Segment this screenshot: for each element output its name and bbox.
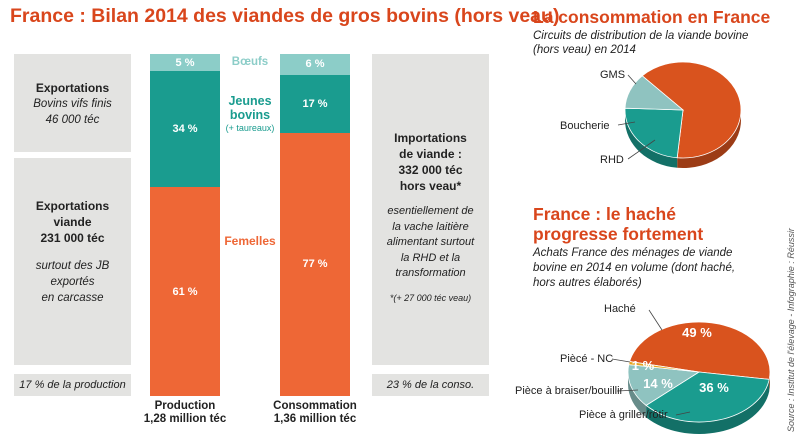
pie2-label-pi-ce-griller-r-tir: Pièce à griller/rôtir xyxy=(579,409,668,421)
import-title4: hors veau* xyxy=(399,179,462,193)
bar-production-boeufs-label: 5 % xyxy=(175,56,195,69)
export-live-type: Bovins vifs finis xyxy=(33,98,112,110)
bar-consommation-boeufs: 6 % xyxy=(280,54,350,75)
import-title2: de viande : xyxy=(399,147,462,161)
import-desc3: alimentant surtout xyxy=(386,236,475,248)
import-panel: Importations de viande : 332 000 téc hor… xyxy=(372,54,489,365)
hache-title: France : le haché progresse fortement xyxy=(533,204,703,244)
bar-production-jeunes-bovins: 34 % xyxy=(150,71,220,188)
bar-consommation-femelles-label: 77 % xyxy=(302,258,328,271)
pie1-leader-0 xyxy=(627,74,637,85)
pie-slice-pi-c-nc xyxy=(628,361,700,373)
pie2-label-pi-ce-braiser-bouillir: Pièce à braiser/bouillir xyxy=(515,385,624,397)
category-production: Production 1,28 million téc xyxy=(130,400,240,426)
export-meat-panel: Exportations viande 231 000 téc surtout … xyxy=(14,158,131,365)
legend-jeunes-bovins: Jeunes bovins (+ taureaux) xyxy=(216,94,284,134)
bar-consommation-jeunes-bovins-label: 17 % xyxy=(302,97,328,110)
legend-jeunes-line1: Jeunes xyxy=(228,94,272,108)
main-title: France : Bilan 2014 des viandes de gros … xyxy=(10,5,560,27)
pie-slice-boucherie xyxy=(624,75,685,111)
bar-production: 61 % 34 % 5 % xyxy=(150,54,220,396)
legend-femelles: Femelles xyxy=(224,234,276,248)
bar-production-femelles-label: 61 % xyxy=(172,285,198,298)
import-desc5: transformation xyxy=(395,267,466,279)
export-meat-desc1: surtout des JB xyxy=(35,260,110,272)
category-consommation-volume: 1,36 million téc xyxy=(273,413,357,425)
legend-jeunes-line3: (+ taureaux) xyxy=(225,123,275,133)
export-meat-desc2: exportés xyxy=(50,276,95,288)
pie2-leader-3 xyxy=(611,358,631,363)
pie-wall-1 xyxy=(625,110,678,168)
consumption-subtitle-line1: Circuits de distribution de la viande bo… xyxy=(533,30,749,42)
export-meat-title: Exportations xyxy=(35,199,110,213)
category-consommation: Consommation 1,36 million téc xyxy=(260,400,370,426)
import-desc1: esentiellement de xyxy=(387,205,474,217)
export-meat-volume: 231 000 téc xyxy=(40,231,105,245)
bar-production-femelles: 61 % xyxy=(150,187,220,396)
pie1-label-rhd: RHD xyxy=(600,154,624,166)
pie-slice-hach- xyxy=(629,321,771,380)
pie2-label-pi-c-nc: Piècé - NC xyxy=(560,353,613,365)
hache-subtitle-line1: Achats France des ménages de viande xyxy=(533,247,733,259)
legend-jeunes-line2: bovins xyxy=(229,108,271,122)
bar-consommation-femelles: 77 % xyxy=(280,132,350,396)
pie2-value-pi-c-nc: 1 % xyxy=(632,358,655,373)
pie2-value-pi-ce-griller-r-tir: 36 % xyxy=(699,380,729,395)
export-share-footer: 17 % de la production xyxy=(14,374,131,396)
hache-title-line2: progresse fortement xyxy=(533,224,704,244)
legend-boeufs: Bœufs xyxy=(231,56,269,68)
import-desc4: la RHD et la xyxy=(400,251,461,264)
pie-slice-rhd xyxy=(624,107,684,159)
pie2-leader-0 xyxy=(648,309,663,331)
import-volume: 332 000 téc xyxy=(398,163,463,177)
pie2-value-hach-: 49 % xyxy=(682,325,712,340)
bar-production-jeunes-bovins-label: 34 % xyxy=(172,123,198,136)
bar-consommation-boeufs-label: 6 % xyxy=(305,58,325,71)
export-live-panel: Exportations Bovins vifs finis 46 000 té… xyxy=(14,54,131,152)
bar-production-boeufs: 5 % xyxy=(150,54,220,72)
import-desc2: la vache laitière xyxy=(392,220,469,233)
pie1-label-boucherie: Boucherie xyxy=(560,120,610,132)
consumption-subtitle: Circuits de distribution de la viande bo… xyxy=(533,29,748,57)
pie-wall-0 xyxy=(677,110,741,168)
pie-slice-gms xyxy=(641,61,742,159)
category-production-volume: 1,28 million téc xyxy=(143,413,227,425)
hache-title-line1: France : le haché xyxy=(533,204,676,224)
pie-wall-1 xyxy=(646,379,770,434)
bar-consommation-jeunes-bovins: 17 % xyxy=(280,74,350,133)
import-share-footer: 23 % de la conso. xyxy=(372,374,489,396)
export-meat-desc3: en carcasse xyxy=(41,292,104,304)
hache-subtitle: Achats France des ménages de viande bovi… xyxy=(533,246,735,291)
pie-slice-pi-ce-griller-r-tir xyxy=(645,371,770,423)
hache-subtitle-line2: bovine en 2014 en volume (dont haché, xyxy=(533,262,736,274)
export-live-title: Exportations xyxy=(35,81,110,95)
category-production-name: Production xyxy=(154,400,216,412)
pie1-label-gms: GMS xyxy=(600,69,625,81)
pie2-leader-1 xyxy=(675,411,691,416)
import-title1: Importations xyxy=(394,131,467,145)
bar-consommation: 77 % 17 % 6 % xyxy=(280,54,350,396)
export-live-volume: 46 000 téc xyxy=(45,114,100,126)
consumption-title: La consommation en France xyxy=(533,7,771,27)
hache-pie-chart: Haché 49 % Pièce à griller/rôtir 36 % Pièce … xyxy=(515,303,771,434)
source-credit: Source : Institut de l'élevage - Infogra… xyxy=(786,228,796,432)
export-meat-title2: viande xyxy=(53,215,92,229)
import-footnote: *(+ 27 000 téc veau) xyxy=(389,292,472,303)
consumption-pie-chart: GMS RHD Boucherie xyxy=(560,61,742,168)
consumption-subtitle-line2: (hors veau) en 2014 xyxy=(533,44,636,56)
pie2-leader-2 xyxy=(616,389,639,392)
pie-wall-2 xyxy=(628,372,647,418)
pie1-leader-1 xyxy=(627,139,656,160)
pie-slice-pi-ce-braiser-bouillir xyxy=(627,364,701,406)
pie2-value-pi-ce-braiser-bouillir: 14 % xyxy=(643,376,673,391)
pie2-label-hach-: Haché xyxy=(604,303,636,315)
pie1-leader-2 xyxy=(617,121,636,126)
hache-subtitle-line3: hors autres élaborés) xyxy=(533,277,642,289)
category-consommation-name: Consommation xyxy=(273,400,357,412)
